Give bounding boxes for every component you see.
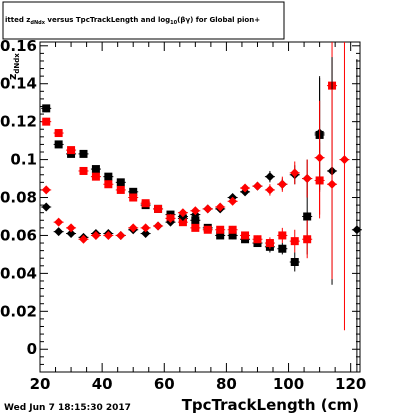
data-point-diamond [78,234,88,244]
data-point-diamond [215,202,225,212]
y-tick-label: 0 [27,340,37,358]
data-point-diamond [190,206,200,216]
data-point-diamond [153,221,163,231]
data-point-diamond [165,213,175,223]
data-point-diamond [41,202,51,212]
data-point-square [290,258,299,266]
chart-title-mid: versus TpcTrackLength and log [45,16,170,24]
chart-title-post: (βγ) for Global pion+ [177,16,260,24]
y-tick-label: 0.12 [0,113,37,131]
data-point-diamond [54,227,64,237]
data-point-square [79,149,88,158]
data-point-diamond [66,223,76,233]
chart-title-sub1: dNdx [30,20,45,26]
y-axis-title-sub: dNdx [13,53,21,74]
axes: 0 0.02 0.04 0.06 0.08 0.1 0.12 0.14 0.16 20 40 60 80… [0,37,366,393]
data-point-square [104,180,113,189]
data-point-diamond [128,223,138,233]
x-tick-label: 60 [154,375,175,393]
data-point-square [141,199,150,208]
data-point-square [278,231,287,240]
data-point-square [178,218,187,227]
data-point-diamond [327,179,337,189]
data-point-square [104,172,113,181]
data-point-square [253,235,262,244]
data-point-square [154,204,163,213]
data-point-square [216,225,225,234]
data-point-diamond [265,185,275,195]
x-tick-label: 40 [92,375,113,393]
data-point-square [203,225,212,234]
x-tick-label: 20 [30,375,51,393]
data-point-diamond [203,204,213,214]
data-point-square [228,231,237,240]
data-point-diamond [54,217,64,227]
y-axis-title-main: z [6,74,19,80]
y-tick-label: 0.1 [10,151,37,169]
data-point-diamond [240,183,250,193]
data-point-square [228,225,237,234]
data-point-square [42,117,51,126]
y-tick-label: 0.02 [0,302,37,320]
data-point-square [54,129,63,138]
y-tick-label: 0.04 [0,264,37,282]
data-point-square [265,239,274,248]
y-axis-title: zdNdx [6,53,21,80]
data-point-diamond [315,153,325,163]
data-point-diamond [141,223,151,233]
data-point-square [91,172,100,181]
data-point-square [91,165,100,174]
data-point-square [116,185,125,194]
data-point-square [216,231,225,240]
x-axis-title: TpcTrackLength (cm) [182,396,359,414]
title-box-frame [2,1,285,40]
y-tick-label: 0.16 [0,37,37,55]
data-point-diamond [103,230,113,240]
plot-frame [39,41,361,373]
data-point-diamond [252,181,262,191]
data-point-diamond [41,185,51,195]
data-point-square [129,187,138,196]
y-tick-label: 0.08 [0,189,37,207]
data-point-diamond [290,168,300,178]
data-point-square [79,166,88,175]
data-markers [41,42,362,372]
data-point-square [290,237,299,246]
x-tick-label: 80 [216,375,237,393]
x-tick-label: 100 [273,375,304,393]
data-point-diamond [116,230,126,240]
data-point-square [67,146,76,155]
title-box: itted zdNdx versus TpcTrackLength and lo… [2,1,285,40]
data-point-square [116,178,125,187]
data-point-square [241,231,250,240]
x-tick-label: 120 [335,375,366,393]
chart-title-pre: itted z [5,16,30,24]
data-point-diamond [91,230,101,240]
y-tick-label: 0.14 [0,75,37,93]
data-point-diamond [66,229,76,239]
data-point-square [42,104,51,113]
svg-text:zdNdx: zdNdx [6,53,21,80]
data-point-diamond [228,196,238,206]
chart-title-sub2: 10 [170,20,177,26]
data-point-square [129,193,138,202]
data-point-square [278,244,287,253]
data-point-diamond [141,229,151,239]
data-point-square [191,223,200,232]
data-point-square [191,216,200,225]
chart-title: itted zdNdx versus TpcTrackLength and lo… [5,16,260,26]
data-point-diamond [339,155,349,165]
data-point-diamond [352,225,362,235]
date-stamp: Wed Jun 7 18:15:30 2017 [4,403,131,413]
data-point-diamond [277,179,287,189]
data-point-square [303,235,312,244]
data-point-diamond [178,208,188,218]
y-tick-label: 0.06 [0,226,37,244]
data-point-square [303,212,312,221]
data-point-diamond [302,174,312,184]
data-point-square [54,140,63,149]
data-point-diamond [265,172,275,182]
